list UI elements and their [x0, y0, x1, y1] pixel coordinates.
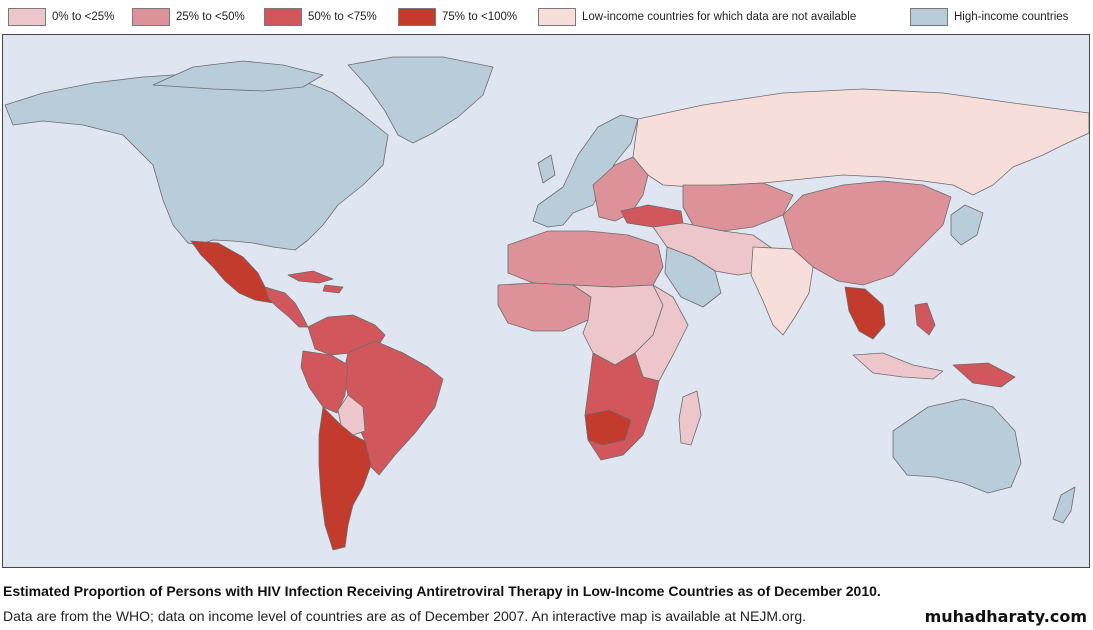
region-uk: [537, 154, 556, 184]
legend-item-25-50: 25% to <50%: [132, 7, 245, 27]
region-central-america: [264, 286, 309, 328]
region-greenland: [347, 56, 494, 144]
legend-label: 0% to <25%: [52, 11, 115, 23]
legend-item-50-75: 50% to <75%: [264, 7, 377, 27]
region-eastern-europe: [592, 156, 649, 222]
region-china: [782, 180, 952, 286]
region-papua-new-guinea: [952, 362, 1016, 388]
legend-item-0-25: 0% to <25%: [8, 7, 114, 27]
region-argentina-chile: [318, 406, 372, 551]
region-central-asia: [682, 182, 794, 232]
caption-title: Estimated Proportion of Persons with HIV…: [3, 583, 881, 599]
region-namibia-botswana: [584, 409, 632, 446]
region-indonesia: [852, 352, 944, 380]
region-western-europe: [532, 114, 639, 228]
legend-label: High-income countries: [954, 11, 1069, 23]
region-arctic-islands: [152, 60, 324, 92]
legend-swatch: [398, 8, 436, 26]
region-japan-korea: [950, 204, 984, 246]
legend-swatch: [8, 8, 46, 26]
legend-swatch: [132, 8, 170, 26]
legend-item-no-data: Low-income countries for which data are …: [538, 7, 856, 27]
region-philippines: [914, 302, 936, 336]
legend: 0% to <25% 25% to <50% 50% to <75% 75% t…: [8, 7, 1087, 29]
legend-swatch: [264, 8, 302, 26]
legend-label: 75% to <100%: [442, 11, 518, 23]
region-peru: [300, 350, 349, 414]
legend-label: Low-income countries for which data are …: [582, 11, 857, 23]
region-west-africa: [497, 282, 592, 332]
legend-swatch: [910, 8, 948, 26]
watermark: muhadharaty.com: [924, 607, 1087, 626]
region-saudi-arabia: [664, 246, 722, 308]
world-map-svg: [3, 35, 1089, 567]
region-southeast-asia: [844, 286, 886, 340]
legend-label: 25% to <50%: [176, 11, 245, 23]
world-map: [2, 34, 1090, 568]
region-caribbean: [287, 270, 334, 284]
legend-label: 50% to <75%: [308, 11, 377, 23]
region-new-zealand: [1052, 486, 1076, 524]
caption-note: Data are from the WHO; data on income le…: [3, 608, 807, 624]
legend-item-75-100: 75% to <100%: [398, 7, 517, 27]
legend-swatch: [538, 8, 576, 26]
region-caribbean-east: [322, 284, 344, 294]
region-north-africa: [507, 230, 664, 288]
region-india: [750, 246, 814, 336]
region-australia: [892, 398, 1022, 494]
legend-item-high-income: High-income countries: [910, 7, 1068, 27]
region-madagascar: [678, 390, 702, 446]
